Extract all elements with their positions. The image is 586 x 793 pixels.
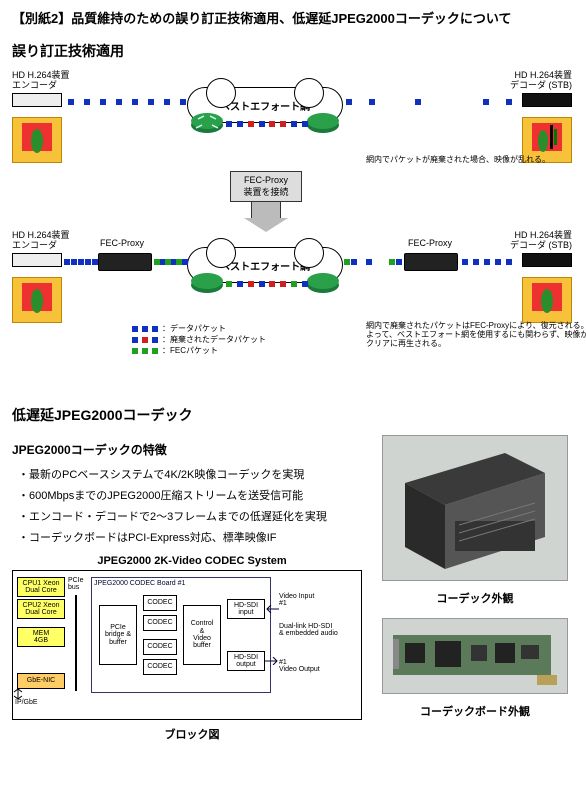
bd-codec: CODEC xyxy=(143,659,177,675)
board-photo xyxy=(382,618,568,694)
cloud-label-top: ベストエフォート網 xyxy=(220,98,310,113)
bd-codec: CODEC xyxy=(143,639,177,655)
bd-hdsdi-in: HD-SDI input xyxy=(227,599,265,619)
packets-bot-right2 xyxy=(462,259,512,267)
doc-title: 【別紙2】品質維持のための誤り訂正技術適用、低遅延JPEG2000コーデックにつ… xyxy=(12,8,574,27)
fecproxy-box-left xyxy=(98,253,152,271)
bd-video-out: #1 Video Output xyxy=(279,659,320,673)
board-icon xyxy=(387,621,563,691)
packets-top-mid xyxy=(226,121,308,129)
bullet-item: 最新のPCベースシステムで4K/2K映像コーデックを実現 xyxy=(18,466,372,482)
arrow-bidir-icon xyxy=(13,689,23,699)
legend-discarded: ：廃棄されたデータパケット xyxy=(132,334,266,345)
fec-diagram: HD H.264装置 エンコーダ HD H.264装置 デコーダ (STB) ベ… xyxy=(12,71,572,381)
bd-ctrl-buf: Control & Video buffer xyxy=(183,605,221,665)
board-photo-caption: コーデックボード外観 xyxy=(382,703,568,719)
router-icon xyxy=(306,107,340,135)
server-photo xyxy=(382,435,568,581)
legend-fec-label: ：FECパケット xyxy=(162,345,218,356)
legend-data: ：データパケット xyxy=(132,323,226,334)
bullet-item: コーデックボードはPCI-Express対応、標準映像IF xyxy=(18,529,372,545)
router-icon xyxy=(190,267,224,295)
bd-nic: GbE-NIC xyxy=(17,673,65,689)
section2-right-column: コーデック外観 コーデックボード外観 xyxy=(382,435,568,742)
bd-ipgbe: IP/GbE xyxy=(15,699,38,706)
bullet-item: エンコード・デコードで2～3フレームまでの低遅延化を実現 xyxy=(18,508,372,524)
connect-arrow: FEC-Proxy 装置を接続 xyxy=(230,171,302,232)
arrow-in-icon xyxy=(265,605,279,613)
server-icon xyxy=(395,443,555,573)
encoder-box-top xyxy=(12,93,62,107)
cloud-label-bottom: ベストエフォート網 xyxy=(220,258,310,273)
block-diagram: CPU1 Xeon Dual Core CPU2 Xeon Dual Core … xyxy=(12,570,362,720)
server-photo-caption: コーデック外観 xyxy=(382,590,568,606)
source-tv-top xyxy=(12,117,62,163)
decoder-label-top: HD H.264装置 デコーダ (STB) xyxy=(510,71,572,91)
decoder-box-top xyxy=(522,93,572,107)
legend-data-label: ：データパケット xyxy=(162,323,226,334)
encoder-label-top: HD H.264装置 エンコーダ xyxy=(12,71,70,91)
arrow-out-icon xyxy=(265,657,279,665)
bd-mem: MEM 4GB xyxy=(17,627,65,647)
legend-fec: ：FECパケット xyxy=(132,345,218,356)
arrow-caption: FEC-Proxy 装置を接続 xyxy=(230,171,302,202)
encoder-box-bottom xyxy=(12,253,62,267)
note-top: 網内でパケットが廃棄された場合、映像が乱れる。 xyxy=(366,155,550,164)
bd-pcie-bus: PCIe bus xyxy=(68,577,84,591)
packets-bot-left2 xyxy=(154,259,188,267)
section1-title: 誤り訂正技術適用 xyxy=(12,41,574,61)
bd-codec: CODEC xyxy=(143,615,177,631)
router-icon xyxy=(190,107,224,135)
bd-video-in: Video Input #1 xyxy=(279,593,314,607)
blockdia-caption: ブロック図 xyxy=(12,726,372,742)
feature-bullets: 最新のPCベースシステムで4K/2K映像コーデックを実現 600MbpsまでのJ… xyxy=(18,466,372,545)
router-icon xyxy=(306,267,340,295)
bd-cpu2: CPU2 Xeon Dual Core xyxy=(17,599,65,619)
bd-board-title: JPEG2000 CODEC Board #1 xyxy=(94,580,185,587)
section2-left-column: JPEG2000コーデックの特徴 最新のPCベースシステムで4K/2K映像コーデ… xyxy=(12,435,372,742)
blockdia-title: JPEG2000 2K-Video CODEC System xyxy=(12,555,372,567)
legend-discarded-label: ：廃棄されたデータパケット xyxy=(162,334,266,345)
bd-codec: CODEC xyxy=(143,595,177,611)
fecproxy-label-left: FEC-Proxy xyxy=(100,239,144,249)
fecproxy-box-right xyxy=(404,253,458,271)
packets-bot-mid xyxy=(226,281,308,289)
bd-cpu1: CPU1 Xeon Dual Core xyxy=(17,577,65,597)
packets-top-left xyxy=(68,99,186,107)
dest-tv-bottom-good xyxy=(522,277,572,323)
section2-title: 低遅延JPEG2000コーデック xyxy=(12,405,574,425)
bd-bus-line xyxy=(75,595,77,691)
bd-hdsdi-out: HD-SDI output xyxy=(227,651,265,671)
bullet-item: 600MbpsまでのJPEG2000圧縮ストリームを送受信可能 xyxy=(18,487,372,503)
bd-dual-link: Dual-link HD-SDI & embedded audio xyxy=(279,623,338,637)
packets-bot-right1 xyxy=(344,259,402,267)
section2-subtitle: JPEG2000コーデックの特徴 xyxy=(12,441,372,458)
source-tv-bottom xyxy=(12,277,62,323)
encoder-label-bottom: HD H.264装置 エンコーダ xyxy=(12,231,70,251)
bd-pcie-bridge: PCIe bridge & buffer xyxy=(99,605,137,665)
fecproxy-label-right: FEC-Proxy xyxy=(408,239,452,249)
decoder-box-bottom xyxy=(522,253,572,267)
packets-bot-left1 xyxy=(64,259,98,267)
packets-top-right xyxy=(346,99,512,107)
note-bottom: 網内で廃棄されたパケットはFEC-Proxyにより、復元される。 よって、ベスト… xyxy=(366,321,586,349)
decoder-label-bottom: HD H.264装置 デコーダ (STB) xyxy=(510,231,572,251)
